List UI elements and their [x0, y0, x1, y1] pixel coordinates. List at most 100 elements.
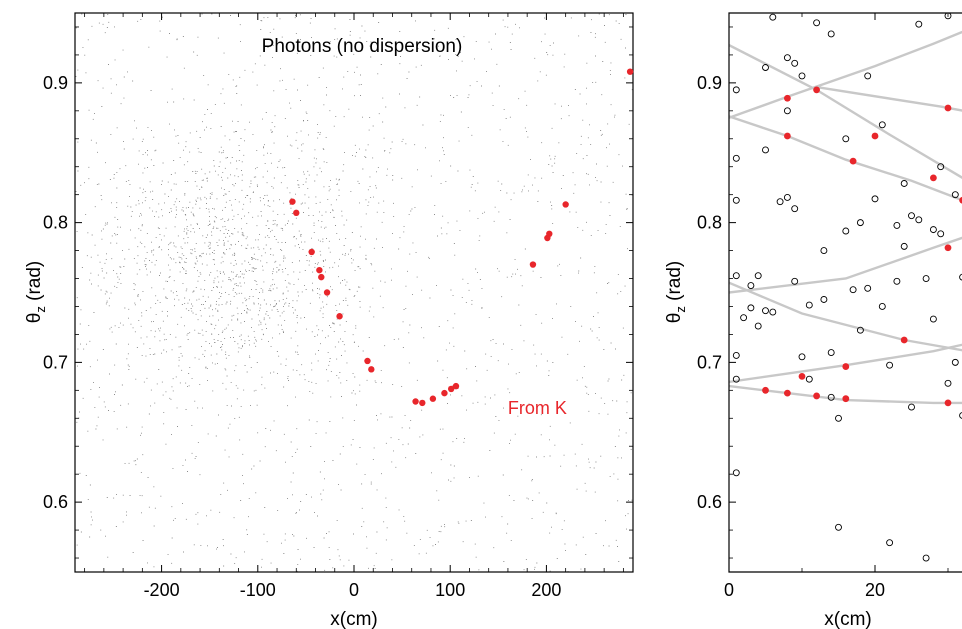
right-open-point	[827, 30, 835, 38]
right-open-point	[791, 59, 799, 67]
left-red-point	[452, 382, 460, 390]
right-y-tick-label: 0.8	[697, 213, 722, 233]
right-x-axis-label: x(cm)	[824, 609, 871, 629]
right-open-point	[732, 351, 740, 359]
left-red-point	[336, 313, 343, 320]
right-track-curve	[729, 30, 962, 119]
right-open-point	[915, 20, 923, 28]
left-red-point	[289, 198, 296, 205]
left-x-tick-label: -200	[144, 580, 180, 600]
right-y-label-unit: (rad)	[664, 261, 685, 306]
right-open-point	[820, 247, 828, 255]
right-red-point	[798, 372, 806, 380]
right-open-point	[732, 375, 740, 383]
right-red-point	[944, 244, 952, 252]
left-x-tick-label: 0	[349, 580, 359, 600]
right-open-point	[732, 154, 740, 162]
left-red-point	[429, 395, 437, 402]
left-x-axis-label: x(cm)	[330, 609, 377, 629]
right-track-curve	[729, 384, 962, 405]
right-open-point	[922, 554, 930, 562]
right-x-ticks: 0204060	[724, 13, 949, 600]
right-track-curves	[729, 30, 962, 405]
right-open-point	[820, 296, 828, 303]
right-red-point	[784, 94, 791, 102]
left-y-label-unit: (rad)	[24, 261, 45, 306]
right-open-point	[740, 314, 748, 322]
right-open-point	[929, 226, 937, 234]
right-open-point	[835, 414, 842, 422]
left-background-noise	[75, 13, 633, 572]
left-chart-title: Photons (no dispersion)	[262, 36, 463, 57]
left-annotation-from-k: From K	[508, 398, 567, 418]
left-noise-layer	[75, 13, 633, 572]
right-y-label-main: θ	[664, 313, 685, 324]
right-open-point	[871, 195, 879, 203]
left-red-point	[447, 385, 455, 393]
right-open-point	[769, 13, 777, 21]
left-red-point	[308, 248, 315, 256]
right-open-point	[951, 358, 959, 366]
right-open-point	[915, 216, 923, 224]
left-y-tick-label: 0.9	[43, 73, 68, 93]
left-red-point	[546, 230, 553, 238]
left-red-point	[293, 209, 300, 217]
left-red-point	[419, 399, 426, 407]
right-track-curve	[816, 85, 962, 112]
right-open-point	[732, 86, 740, 94]
right-open-point	[747, 282, 755, 289]
left-red-point	[368, 366, 375, 373]
right-red-point	[762, 386, 769, 394]
right-y-axis-label: θz (rad)	[664, 261, 688, 323]
right-open-point	[783, 194, 791, 201]
right-plot-frame	[728, 12, 962, 573]
right-open-point	[937, 230, 945, 238]
right-x-tick-label: 20	[865, 580, 885, 600]
right-red-point	[900, 336, 908, 344]
right-track-curve	[729, 343, 962, 384]
right-open-point	[944, 13, 952, 20]
right-open-point	[813, 19, 821, 27]
right-open-point	[732, 196, 740, 204]
right-open-point	[805, 301, 813, 309]
right-open-point	[893, 221, 901, 229]
right-red-point	[842, 363, 850, 370]
right-open-points	[732, 13, 962, 562]
right-open-point	[929, 315, 937, 323]
right-open-point	[791, 205, 799, 213]
right-open-point	[951, 191, 959, 199]
right-open-point	[842, 227, 850, 235]
right-open-point	[798, 353, 806, 361]
right-open-point	[747, 304, 755, 312]
left-y-tick-label: 0.8	[43, 213, 68, 233]
right-open-point	[762, 64, 769, 71]
right-x-tick-label: 0	[724, 580, 734, 600]
left-red-point	[529, 261, 537, 268]
right-open-point	[805, 375, 813, 383]
right-red-point	[959, 196, 962, 204]
right-red-point	[849, 157, 857, 165]
right-open-point	[856, 326, 864, 334]
right-open-point	[849, 286, 857, 294]
right-y-tick-label: 0.6	[697, 492, 722, 512]
right-y-ticks: 0.6 0.7 0.8 0.9	[697, 26, 736, 559]
right-open-point	[893, 277, 901, 285]
right-open-point	[886, 539, 894, 547]
right-open-point	[842, 135, 850, 143]
right-open-point	[959, 412, 962, 419]
right-open-point	[908, 212, 915, 220]
left-x-ticks: -200 -100 0 100 200	[84, 13, 624, 600]
right-red-point	[813, 392, 820, 400]
right-open-point	[864, 284, 872, 292]
right-red-point	[930, 174, 937, 182]
left-x-tick-label: -100	[240, 580, 276, 600]
right-red-point	[784, 389, 791, 397]
right-open-point	[783, 54, 791, 62]
right-open-point	[783, 107, 791, 115]
left-x-tick-label: 100	[435, 580, 465, 600]
right-red-point	[871, 132, 879, 140]
right-red-point	[842, 395, 850, 403]
right-open-point	[732, 272, 740, 280]
right-open-point	[886, 361, 894, 369]
